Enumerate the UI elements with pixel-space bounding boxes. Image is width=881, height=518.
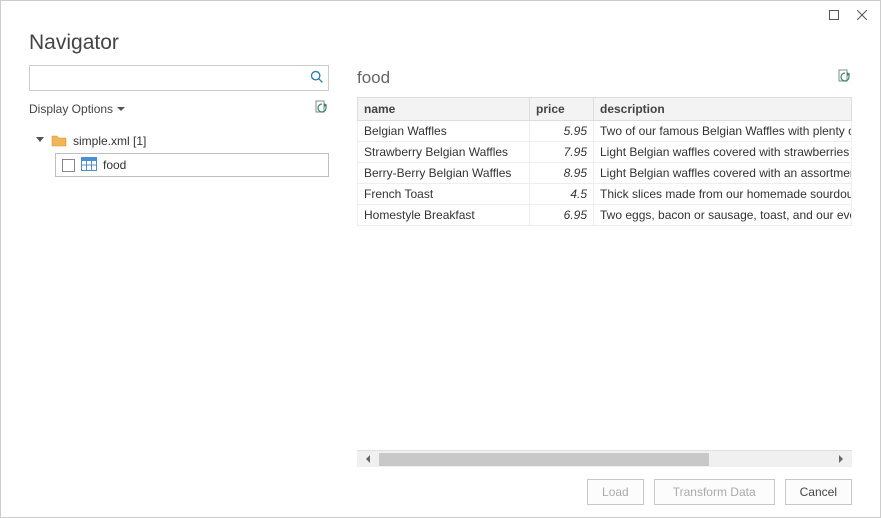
search-box[interactable] [29,65,329,91]
preview-grid-wrapper: name price description Belgian Waffles 5… [357,97,852,226]
table-row[interactable]: Berry-Berry Belgian Waffles 8.95 Light B… [358,162,852,183]
cell-description: Light Belgian waffles covered with straw… [594,141,852,162]
cell-price: 5.95 [530,120,594,141]
search-icon[interactable] [310,70,324,87]
dialog-title: Navigator [1,29,880,65]
refresh-icon[interactable] [313,100,329,119]
column-header-description[interactable]: description [594,98,852,120]
cell-name: Berry-Berry Belgian Waffles [358,162,530,183]
folder-icon [51,133,67,150]
dialog-footer: Load Transform Data Cancel [1,467,880,517]
cancel-button[interactable]: Cancel [785,479,852,505]
cell-price: 8.95 [530,162,594,183]
cell-name: Belgian Waffles [358,120,530,141]
scroll-right-button[interactable] [830,451,852,468]
display-options-dropdown[interactable]: Display Options [29,102,125,116]
transform-data-button[interactable]: Transform Data [654,479,775,505]
column-header-name[interactable]: name [358,98,530,120]
navigator-window: Navigator Display Options [0,0,881,518]
tree-root-label: simple.xml [1] [73,134,146,148]
horizontal-scrollbar[interactable] [357,450,852,467]
preview-header: food [357,65,852,91]
maximize-button[interactable] [820,3,848,27]
cell-name: French Toast [358,183,530,204]
table-row[interactable]: Homestyle Breakfast 6.95 Two eggs, bacon… [358,204,852,225]
scroll-left-button[interactable] [357,451,379,468]
preview-title: food [357,68,390,88]
expander-icon[interactable] [35,134,45,148]
cell-name: Strawberry Belgian Waffles [358,141,530,162]
tree-item-checkbox[interactable] [62,159,75,172]
display-options-row: Display Options [29,99,329,119]
scroll-track[interactable] [379,451,830,468]
cell-description: Thick slices made from our homemade sour… [594,183,852,204]
display-options-label: Display Options [29,102,113,116]
preview-refresh-icon[interactable] [836,69,852,88]
tree-child-row[interactable]: food [55,153,329,177]
cell-price: 7.95 [530,141,594,162]
right-panel: food name price description [357,65,852,467]
table-row[interactable]: Belgian Waffles 5.95 Two of our famous B… [358,120,852,141]
table-row[interactable]: French Toast 4.5 Thick slices made from … [358,183,852,204]
table-icon [81,157,97,174]
cell-name: Homestyle Breakfast [358,204,530,225]
cell-description: Two eggs, bacon or sausage, toast, and o… [594,204,852,225]
tree-child-label: food [103,158,126,172]
load-button[interactable]: Load [587,479,644,505]
table-row[interactable]: Strawberry Belgian Waffles 7.95 Light Be… [358,141,852,162]
close-button[interactable] [848,3,876,27]
cell-price: 4.5 [530,183,594,204]
left-panel: Display Options simple. [29,65,329,467]
preview-content: name price description Belgian Waffles 5… [357,97,852,467]
titlebar [1,1,880,29]
cell-description: Two of our famous Belgian Waffles with p… [594,120,852,141]
search-input[interactable] [34,67,310,89]
cell-description: Light Belgian waffles covered with an as… [594,162,852,183]
table-header-row: name price description [358,98,852,120]
dialog-body: Display Options simple. [1,65,880,467]
chevron-down-icon [117,102,125,116]
cell-price: 6.95 [530,204,594,225]
source-tree: simple.xml [1] food [29,129,329,177]
column-header-price[interactable]: price [530,98,594,120]
preview-table: name price description Belgian Waffles 5… [357,98,852,226]
tree-root-row[interactable]: simple.xml [1] [29,129,329,153]
scroll-thumb[interactable] [379,453,709,466]
